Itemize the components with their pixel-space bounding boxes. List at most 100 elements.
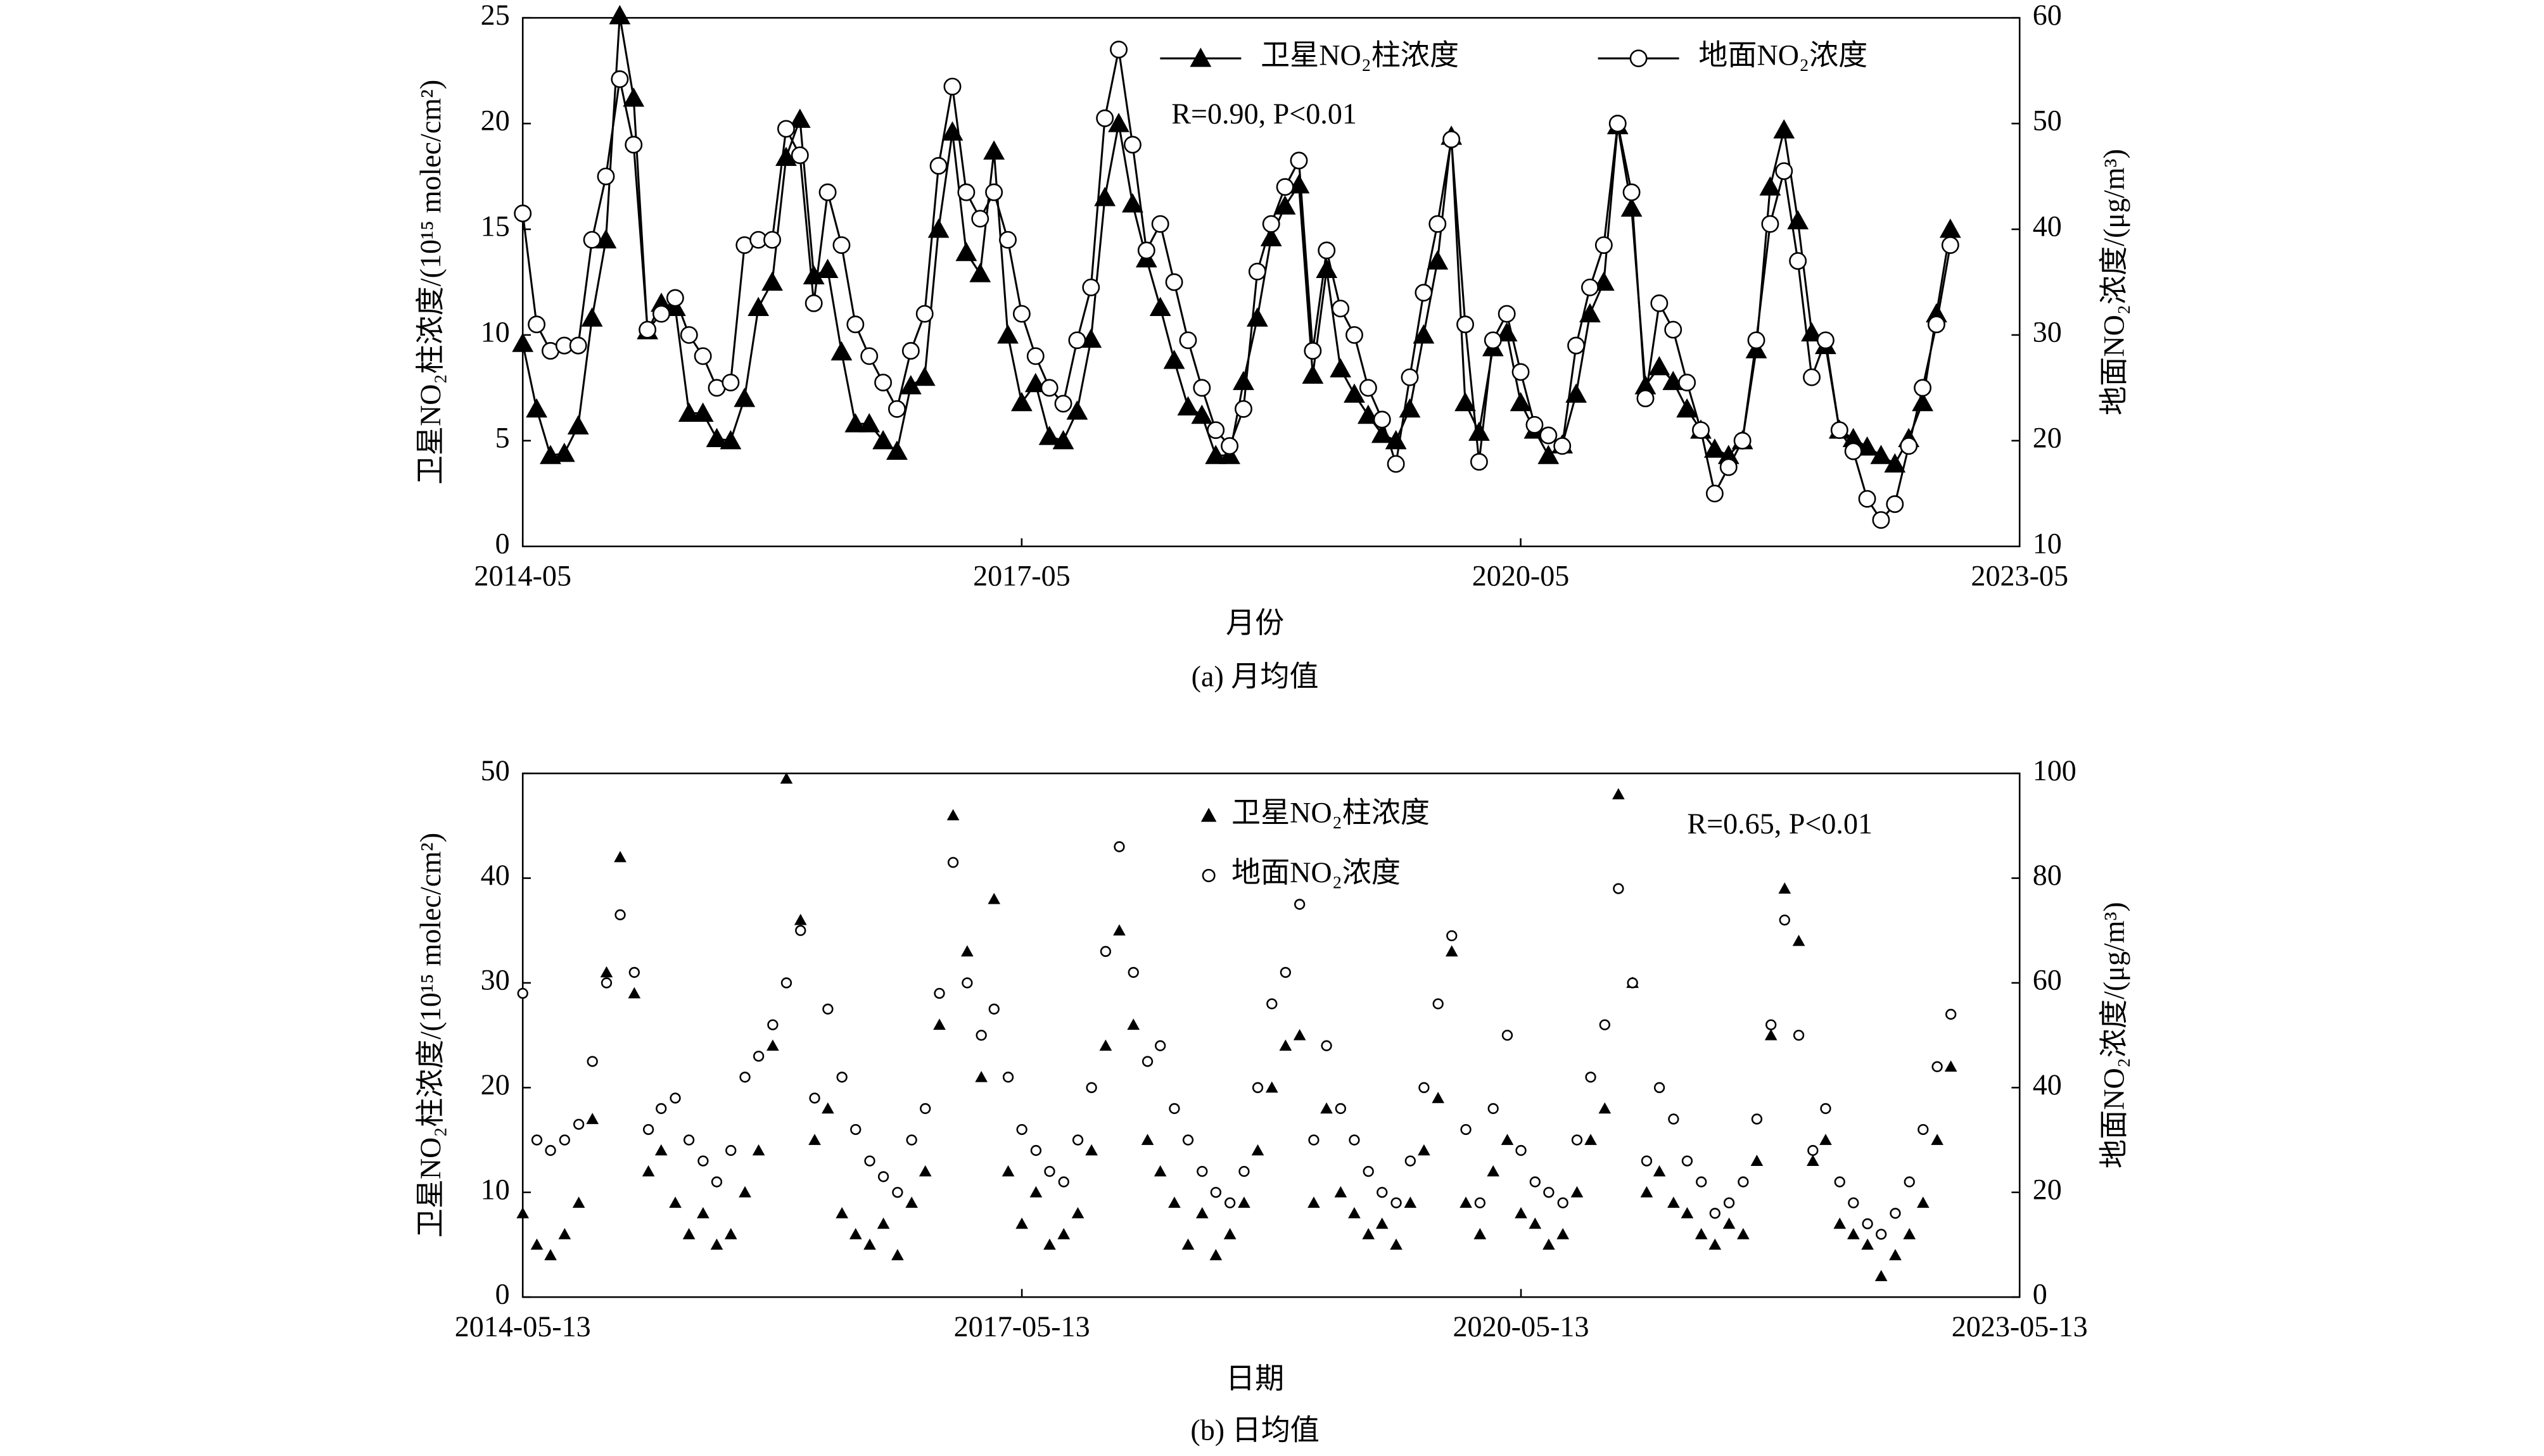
triangle-marker (1190, 47, 1212, 67)
triangle-marker (1113, 924, 1126, 936)
circle-marker (1460, 1124, 1472, 1136)
circle-marker (670, 1092, 681, 1104)
triangle-marker (1750, 1155, 1764, 1166)
circle-marker (874, 374, 893, 391)
x-tick-label: 2014-05-13 (455, 1310, 591, 1343)
triangle-marker (1903, 1228, 1916, 1239)
circle-marker (1876, 1229, 1887, 1240)
circle-marker (680, 326, 698, 344)
y2-tick-label: 0 (2033, 1278, 2047, 1310)
circle-marker (1002, 1072, 1014, 1083)
y2-axis-label: 地面NO₂浓度/(μg/m³) (2097, 902, 2130, 1168)
circle-marker (1169, 1103, 1180, 1115)
y-tick-label: 20 (481, 104, 510, 137)
circle-marker (1723, 1197, 1735, 1208)
circle-marker (614, 909, 626, 921)
circle-marker (1030, 1144, 1042, 1156)
x-tick-label: 2017-05 (973, 560, 1071, 592)
legend-label: 卫星NO₂柱浓度 (1261, 39, 1459, 72)
circle-marker (666, 289, 684, 307)
circle-marker (1641, 1155, 1653, 1167)
y-tick-label: 0 (495, 1278, 510, 1310)
triangle-marker (1057, 1228, 1071, 1239)
triangle-marker (1833, 1217, 1847, 1229)
triangle-marker (1223, 1228, 1237, 1239)
triangle-marker (1454, 391, 1476, 412)
circle-marker (1585, 1072, 1596, 1083)
circle-marker (888, 400, 906, 418)
circle-marker (1086, 1082, 1097, 1093)
triangle-marker (642, 1165, 655, 1177)
circle-marker (639, 320, 657, 339)
triangle-marker (682, 1228, 696, 1239)
circle-marker (1308, 1134, 1320, 1146)
circle-marker (1044, 1165, 1055, 1177)
triangle-marker (1071, 1206, 1084, 1219)
circle-marker (1751, 1113, 1763, 1125)
circle-marker (1142, 1056, 1154, 1067)
triangle-marker (1648, 356, 1670, 376)
triangle-marker (817, 258, 839, 278)
circle-marker (906, 1134, 917, 1146)
triangle-marker (927, 218, 950, 238)
circle-marker (1765, 1019, 1777, 1030)
circle-marker (1321, 1040, 1332, 1051)
circle-marker (514, 205, 532, 222)
circle-marker (1012, 305, 1031, 323)
circle-marker (976, 1029, 987, 1041)
circle-marker (1529, 1176, 1541, 1187)
triangle-marker (1149, 296, 1171, 317)
triangle-marker (1274, 195, 1296, 215)
circle-marker (1128, 966, 1139, 978)
triangle-marker (1066, 400, 1088, 420)
triangle-marker (1418, 1144, 1430, 1156)
circle-marker (818, 183, 837, 201)
triangle-marker (1889, 1249, 1902, 1260)
triangle-marker (997, 324, 1019, 344)
triangle-marker (1703, 438, 1726, 458)
triangle-marker (1640, 1186, 1653, 1198)
circle-marker (1848, 1197, 1859, 1208)
triangle-marker (1510, 391, 1532, 412)
triangle-marker (628, 987, 641, 999)
triangle-marker (822, 1102, 834, 1114)
circle-marker (1224, 1197, 1236, 1208)
triangle-marker (1029, 1186, 1043, 1198)
y-axis-label: 卫星NO₂柱浓度/(10¹⁵ molec/cm²) (414, 833, 447, 1238)
triangle-marker (1293, 1029, 1306, 1041)
triangle-marker (581, 307, 603, 327)
circle-marker (1664, 320, 1682, 339)
triangle-marker (836, 1206, 848, 1219)
circle-marker (1332, 300, 1350, 318)
circle-marker (1931, 1061, 1943, 1072)
y-tick-label: 50 (481, 754, 510, 787)
circle-marker (1456, 315, 1474, 334)
triangle-marker (1884, 453, 1906, 473)
triangle-marker (1141, 1134, 1154, 1145)
circle-marker (836, 1072, 848, 1083)
triangle-marker (933, 1018, 946, 1030)
triangle-marker (1094, 187, 1116, 206)
circle-marker (1498, 305, 1516, 323)
triangle-marker (766, 1039, 779, 1051)
triangle-marker (1043, 1238, 1056, 1250)
triangle-marker (609, 4, 631, 25)
circle-marker (1890, 1208, 1901, 1219)
circle-marker (805, 294, 823, 312)
circle-marker (697, 1155, 709, 1167)
triangle-marker (1667, 1196, 1680, 1208)
triangle-marker (891, 1249, 904, 1260)
triangle-marker (752, 1144, 765, 1156)
triangle-marker (1759, 176, 1781, 196)
circle-marker (892, 1187, 903, 1198)
triangle-marker (1681, 1206, 1694, 1219)
triangle-marker (780, 772, 793, 784)
triangle-marker (567, 415, 589, 434)
circle-marker (1844, 442, 1862, 460)
circle-marker (625, 136, 643, 154)
triangle-marker (905, 1196, 918, 1208)
triangle-marker (1620, 197, 1643, 217)
circle-marker (1709, 1208, 1720, 1219)
circle-marker (722, 374, 740, 391)
triangle-marker (1931, 1134, 1943, 1145)
